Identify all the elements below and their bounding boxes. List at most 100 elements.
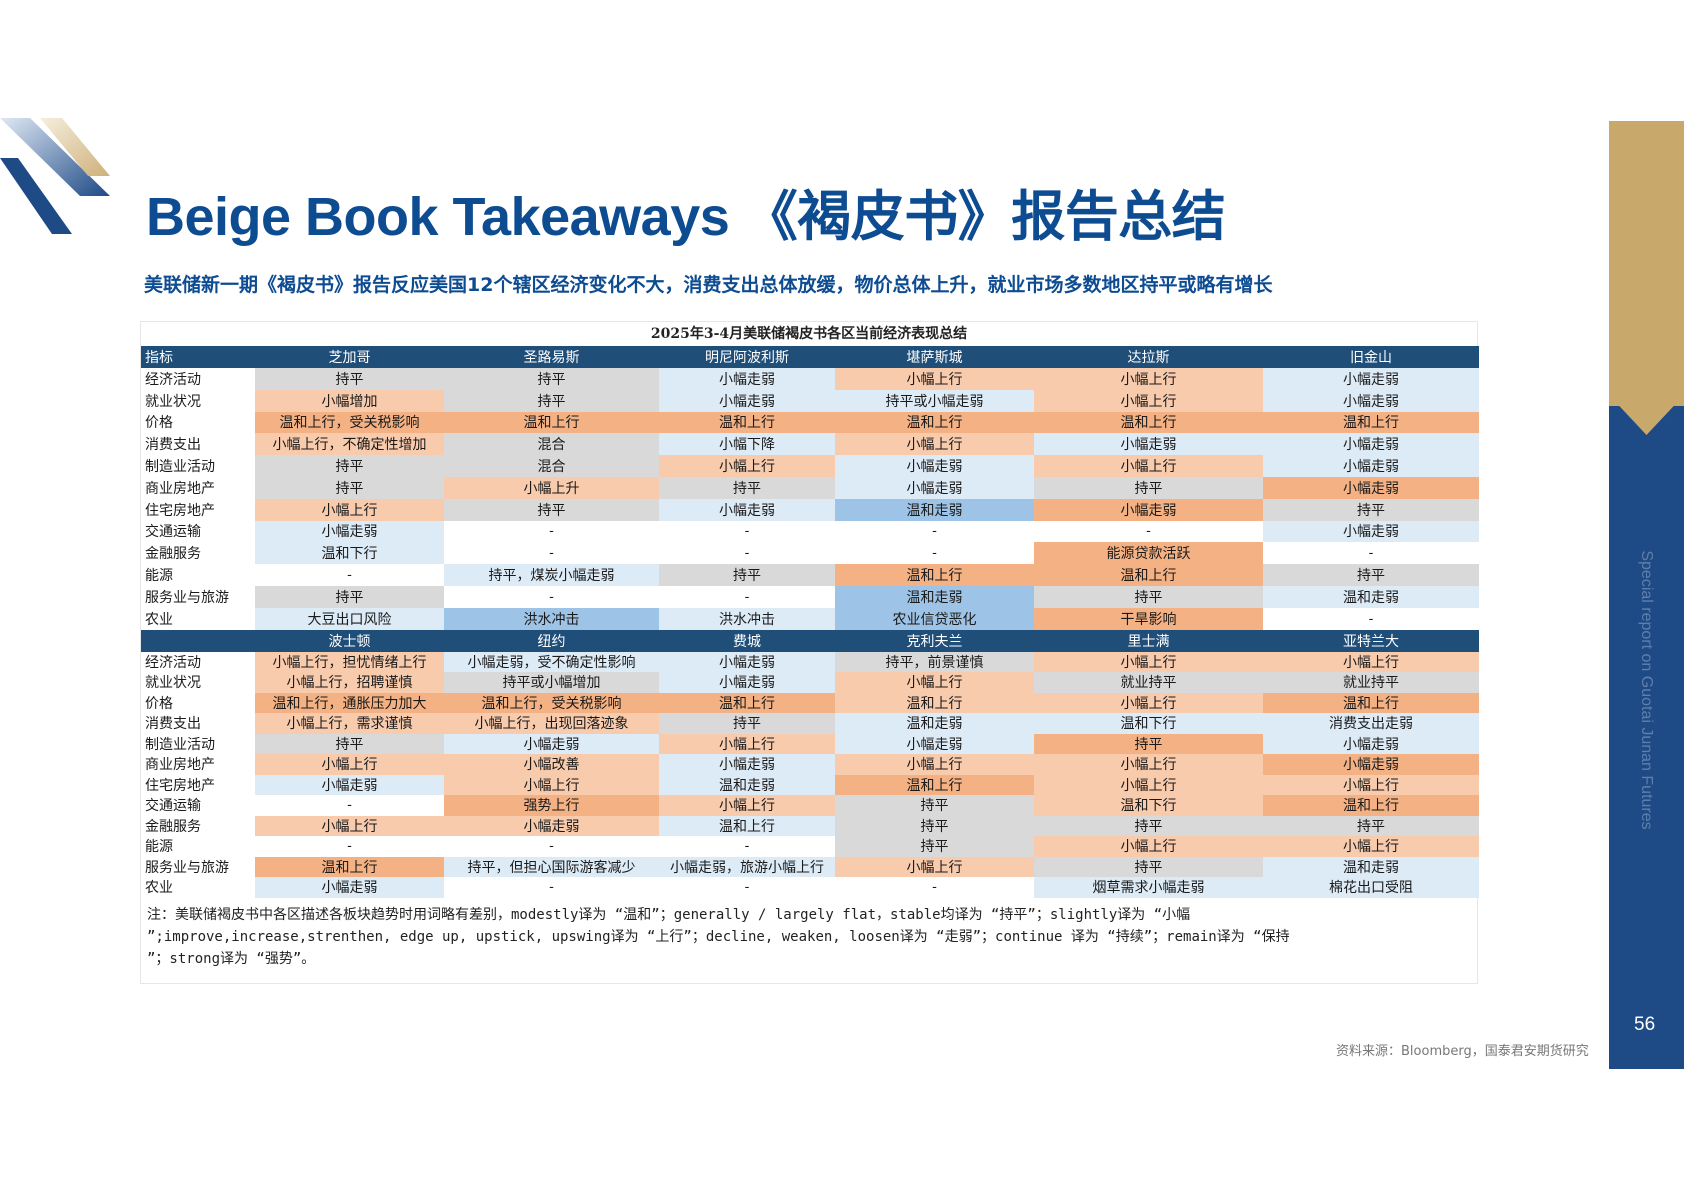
table-cell: - [659, 542, 835, 565]
table-cell: 持平或小幅走弱 [835, 389, 1034, 412]
row-label: 农业 [141, 607, 255, 630]
row-label: 经济活动 [141, 368, 255, 390]
table-cell: 小幅上行，出现回落迹象 [444, 713, 659, 734]
table-row: 能源 - - - 持平 小幅上行 小幅上行 [141, 836, 1479, 857]
table-cell: 洪水冲击 [659, 607, 835, 630]
table-cell: 持平 [444, 389, 659, 412]
table-cell: 小幅上行 [1263, 836, 1479, 857]
table-row: 消费支出 小幅上行，需求谨慎 小幅上行，出现回落迹象 持平 温和走弱 温和下行 消费支出走弱 [141, 713, 1479, 734]
table-cell: 小幅上行 [659, 733, 835, 755]
table-cell: 小幅走弱 [659, 389, 835, 412]
table-cell: 小幅走弱 [1034, 433, 1263, 456]
table-cell: 小幅走弱 [255, 520, 444, 543]
table-cell: - [255, 836, 444, 857]
table-cell: 持平 [835, 836, 1034, 857]
table-cell: 小幅走弱 [444, 815, 659, 837]
table-cell: 小幅上行 [1034, 692, 1263, 714]
table-cell: 持平 [1034, 856, 1263, 878]
table-row: 服务业与旅游 温和上行 持平，但担心国际游客减少 小幅走弱，旅游小幅上行 小幅上行 持平温… [141, 856, 1479, 878]
table-cell: 小幅走弱，旅游小幅上行 [659, 856, 835, 878]
table-cell: 农业信贷恶化 [835, 607, 1034, 630]
table-row: 住宅房地产 小幅走弱 小幅上行 温和走弱 温和上行 小幅上行 小幅上行 [141, 774, 1479, 796]
column-header-district: 圣路易斯 [444, 346, 659, 368]
table-cell: 持平 [444, 498, 659, 521]
row-label: 金融服务 [141, 815, 255, 837]
table-cell: - [444, 836, 659, 857]
table-cell: 小幅上行 [255, 498, 444, 521]
row-label: 交通运输 [141, 795, 255, 816]
table-cell: 小幅改善 [444, 754, 659, 775]
table-cell: 消费支出走弱 [1263, 713, 1479, 734]
table-cell: 小幅走弱 [1263, 733, 1479, 755]
table-cell: 就业持平 [1263, 672, 1479, 693]
table-cell: 温和走弱 [835, 713, 1034, 734]
table-cell: 小幅走弱 [659, 672, 835, 693]
row-label: 能源 [141, 836, 255, 857]
table-cell: 小幅上行 [659, 795, 835, 816]
table-cell: 持平 [255, 476, 444, 499]
column-header-indicator: 指标 [141, 346, 255, 368]
table-cell: 小幅上升 [444, 476, 659, 499]
table-cell: 温和上行 [1263, 411, 1479, 434]
table-cell: 小幅上行 [1263, 774, 1479, 796]
table-row: 商业房地产 持平 小幅上升 持平 小幅走弱 持平 小幅走弱 [141, 476, 1479, 499]
table-cell: 持平 [1263, 498, 1479, 521]
table-cell: - [659, 836, 835, 857]
row-label: 商业房地产 [141, 476, 255, 499]
table-cell: 小幅走弱 [659, 498, 835, 521]
note-line: ”；strong译为 “强势”。 [147, 950, 316, 967]
column-header-district: 堪萨斯城 [835, 346, 1034, 368]
table-cell: 持平 [255, 585, 444, 608]
table-cell: 温和上行 [835, 564, 1034, 586]
table-cell: 小幅上行 [1034, 368, 1263, 390]
table-cell: 小幅上行 [1034, 455, 1263, 477]
table-cell: - [659, 877, 835, 898]
row-label: 价格 [141, 411, 255, 434]
table-row: 消费支出 小幅上行，不确定性增加 混合 小幅下降 小幅上行 小幅走弱 小幅走弱 [141, 433, 1479, 456]
table-cell: 温和走弱 [835, 585, 1034, 608]
table-cell: - [1263, 607, 1479, 630]
table-cell: 混合 [444, 433, 659, 456]
table-cell: 能源贷款活跃 [1034, 542, 1263, 565]
table-cell: 持平 [1034, 733, 1263, 755]
table-cell: 温和下行 [255, 542, 444, 565]
table-cell: 小幅走弱 [659, 754, 835, 775]
table-cell: 小幅上行 [835, 754, 1034, 775]
table-cell: 持平 [255, 733, 444, 755]
decorative-chevron-graphic [0, 118, 110, 234]
table-cell: - [659, 520, 835, 543]
table-cell: - [444, 520, 659, 543]
table-cell: 温和上行 [835, 411, 1034, 434]
table-cell: 持平 [1263, 564, 1479, 586]
table-row: 金融服务 温和下行 - - - 能源贷款活跃 - [141, 542, 1479, 565]
row-label: 就业状况 [141, 389, 255, 412]
table-cell: 温和上行 [1034, 564, 1263, 586]
column-header-district: 亚特兰大 [1263, 629, 1479, 652]
row-label: 消费支出 [141, 433, 255, 456]
table-cell: - [1263, 542, 1479, 565]
table-cell: 小幅上行 [1263, 651, 1479, 673]
table-cell: 小幅上行 [255, 815, 444, 837]
table-caption: 2025年3-4月美联储褐皮书各区当前经济表现总结 [650, 326, 968, 342]
table-cell: 小幅上行 [659, 455, 835, 477]
table-cell: 持平 [255, 455, 444, 477]
table-row: 能源 - 持平，煤炭小幅走弱 持平 温和上行 温和上行 持平 [141, 564, 1479, 586]
table-cell: 持平，煤炭小幅走弱 [444, 564, 659, 586]
table-cell: 温和上行 [659, 815, 835, 837]
column-header-district: 旧金山 [1263, 346, 1479, 368]
table-cell: 持平或小幅增加 [444, 672, 659, 693]
table-cell: - [444, 585, 659, 608]
table-cell: 温和下行 [1034, 795, 1263, 816]
table-cell: - [255, 795, 444, 816]
table-cell: 小幅上行 [835, 433, 1034, 456]
table-cell: 小幅上行，需求谨慎 [255, 713, 444, 734]
table-cell: 温和上行 [1263, 795, 1479, 816]
table-cell: 小幅走弱 [835, 455, 1034, 477]
table-row: 农业 大豆出口风险 洪水冲击 洪水冲击 农业信贷恶化 干旱影响 - [141, 607, 1479, 630]
table-cell: - [444, 542, 659, 565]
table-row: 就业状况 小幅上行，招聘谨慎 持平或小幅增加 小幅走弱 小幅上行 就业持平 就业持平 [141, 672, 1479, 693]
table-cell: 小幅走弱 [1263, 520, 1479, 543]
table-row: 商业房地产 小幅上行 小幅改善 小幅走弱 小幅上行 小幅上行 小幅走弱 [141, 754, 1479, 775]
table-cell: - [255, 564, 444, 586]
table-cell: 温和上行，受关税影响 [255, 411, 444, 434]
